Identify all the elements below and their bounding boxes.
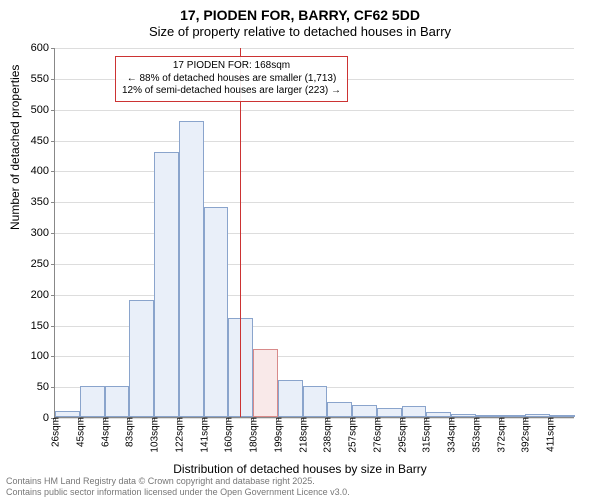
xtick-label: 83sqm xyxy=(123,417,136,447)
histogram-bar xyxy=(377,408,402,417)
histogram-bar xyxy=(154,152,179,417)
ytick-label: 450 xyxy=(31,135,55,147)
xtick-label: 45sqm xyxy=(73,417,86,447)
histogram-bar xyxy=(327,402,352,417)
gridline xyxy=(55,295,574,296)
ytick-label: 50 xyxy=(37,381,55,393)
ytick-label: 350 xyxy=(31,196,55,208)
xtick-label: 180sqm xyxy=(247,417,260,453)
histogram-bar xyxy=(253,349,278,417)
histogram-bar xyxy=(402,406,427,417)
xtick-label: 238sqm xyxy=(321,417,334,453)
xtick-label: 392sqm xyxy=(519,417,532,453)
page-title: 17, PIODEN FOR, BARRY, CF62 5DD xyxy=(0,6,600,24)
marker-line xyxy=(240,48,241,417)
annotation-line: 17 PIODEN FOR: 168sqm xyxy=(122,60,341,73)
xtick-label: 218sqm xyxy=(296,417,309,453)
ytick-label: 200 xyxy=(31,289,55,301)
xtick-label: 257sqm xyxy=(346,417,359,453)
ytick-label: 300 xyxy=(31,227,55,239)
ytick-label: 550 xyxy=(31,73,55,85)
xtick-label: 199sqm xyxy=(271,417,284,453)
histogram-bar xyxy=(303,386,328,417)
page-subtitle: Size of property relative to detached ho… xyxy=(0,24,600,41)
footer-attribution: Contains HM Land Registry data © Crown c… xyxy=(6,476,350,498)
gridline xyxy=(55,171,574,172)
histogram-bar xyxy=(179,121,204,417)
xtick-label: 334sqm xyxy=(445,417,458,453)
xtick-label: 315sqm xyxy=(420,417,433,453)
gridline xyxy=(55,202,574,203)
ytick-label: 250 xyxy=(31,258,55,270)
gridline xyxy=(55,48,574,49)
gridline xyxy=(55,264,574,265)
x-axis-label: Distribution of detached houses by size … xyxy=(0,462,600,476)
annotation-line: 12% of semi-detached houses are larger (… xyxy=(122,85,341,98)
xtick-label: 372sqm xyxy=(494,417,507,453)
xtick-label: 141sqm xyxy=(197,417,210,453)
ytick-label: 150 xyxy=(31,320,55,332)
ytick-label: 400 xyxy=(31,165,55,177)
xtick-label: 295sqm xyxy=(395,417,408,453)
annotation-box: 17 PIODEN FOR: 168sqm← 88% of detached h… xyxy=(115,56,348,102)
histogram-bar xyxy=(204,207,229,417)
histogram-bar xyxy=(352,405,377,417)
xtick-label: 64sqm xyxy=(98,417,111,447)
xtick-label: 160sqm xyxy=(222,417,235,453)
ytick-label: 600 xyxy=(31,42,55,54)
xtick-label: 103sqm xyxy=(148,417,161,453)
xtick-label: 411sqm xyxy=(544,417,557,452)
gridline xyxy=(55,233,574,234)
y-axis-label: Number of detached properties xyxy=(8,65,22,230)
annotation-line: ← 88% of detached houses are smaller (1,… xyxy=(122,73,341,86)
footer-line-2: Contains public sector information licen… xyxy=(6,487,350,498)
xtick-label: 26sqm xyxy=(49,417,62,447)
ytick-label: 500 xyxy=(31,104,55,116)
gridline xyxy=(55,110,574,111)
histogram-bar xyxy=(105,386,130,417)
histogram-plot: 05010015020025030035040045050055060026sq… xyxy=(54,48,574,418)
footer-line-1: Contains HM Land Registry data © Crown c… xyxy=(6,476,350,487)
ytick-label: 100 xyxy=(31,350,55,362)
histogram-bar xyxy=(278,380,303,417)
xtick-label: 353sqm xyxy=(469,417,482,453)
histogram-bar xyxy=(80,386,105,417)
xtick-label: 122sqm xyxy=(172,417,185,453)
xtick-label: 276sqm xyxy=(370,417,383,453)
histogram-bar xyxy=(129,300,154,417)
gridline xyxy=(55,141,574,142)
